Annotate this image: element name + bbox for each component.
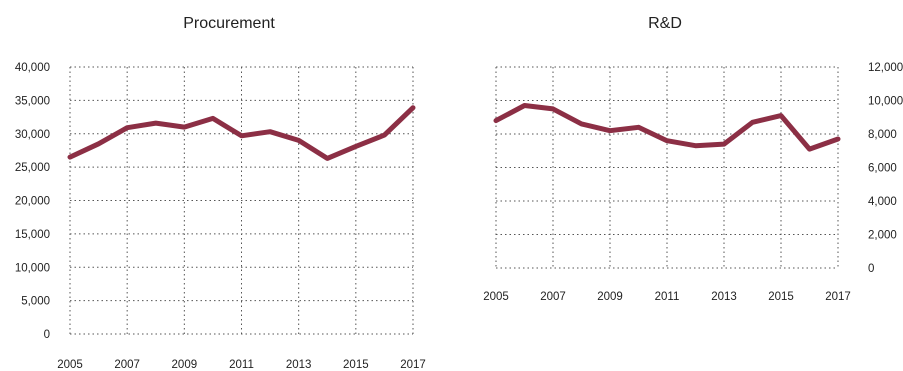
procurement-x-tick: 2011: [229, 359, 254, 371]
rd-x-tick: 2013: [711, 291, 737, 303]
rd-x-tick: 2017: [825, 291, 851, 303]
rd-y-tick: 12,000: [868, 62, 903, 74]
procurement-y-tick: 30,000: [15, 129, 50, 141]
procurement-y-tick: 0: [44, 329, 50, 341]
procurement-y-tick: 20,000: [15, 196, 50, 208]
procurement-gridlines: [69, 66, 414, 335]
procurement-x-tick: 2005: [57, 359, 83, 371]
procurement-y-axis: 0 5,000 10,000 15,000 20,000 25,000 30,0…: [15, 62, 50, 341]
procurement-series-line: [67, 105, 416, 161]
rd-y-tick: 4,000: [868, 196, 897, 208]
rd-y-axis: 0 2,000 4,000 6,000 8,000 10,000 12,000: [868, 62, 903, 275]
rd-y-tick: 0: [868, 263, 874, 275]
rd-x-tick: 2011: [655, 291, 680, 303]
procurement-y-tick: 10,000: [15, 262, 50, 274]
rd-chart: R&D 0 2,000 4,000 6,000 8,000 10,000 12,…: [483, 15, 903, 303]
procurement-chart: Procurement 0 5,000 10,000 15,000 20,000…: [15, 15, 426, 371]
procurement-y-tick: 40,000: [15, 62, 50, 74]
rd-x-tick: 2007: [540, 291, 566, 303]
procurement-x-tick: 2009: [172, 359, 198, 371]
procurement-chart-title: Procurement: [183, 15, 275, 32]
rd-x-tick: 2005: [483, 291, 509, 303]
rd-y-tick: 10,000: [868, 96, 903, 108]
procurement-x-axis: 2005 2007 2009 2011 2013 2015 2017: [57, 359, 426, 371]
rd-x-tick: 2009: [597, 291, 623, 303]
rd-x-axis: 2005 2007 2009 2011 2013 2015 2017: [483, 291, 851, 303]
rd-y-tick: 8,000: [868, 129, 897, 141]
procurement-x-tick: 2015: [343, 359, 369, 371]
rd-series-line: [493, 103, 841, 152]
procurement-x-tick: 2007: [114, 359, 140, 371]
procurement-x-tick: 2013: [286, 359, 312, 371]
rd-y-tick: 6,000: [868, 163, 897, 175]
rd-y-tick: 2,000: [868, 230, 897, 242]
rd-chart-title: R&D: [648, 15, 682, 32]
procurement-y-tick: 5,000: [21, 296, 50, 308]
procurement-y-tick: 15,000: [15, 229, 50, 241]
procurement-x-tick: 2017: [400, 359, 426, 371]
procurement-y-tick: 35,000: [15, 95, 50, 107]
rd-x-tick: 2015: [768, 291, 794, 303]
procurement-y-tick: 25,000: [15, 162, 50, 174]
rd-gridlines: [495, 66, 839, 269]
